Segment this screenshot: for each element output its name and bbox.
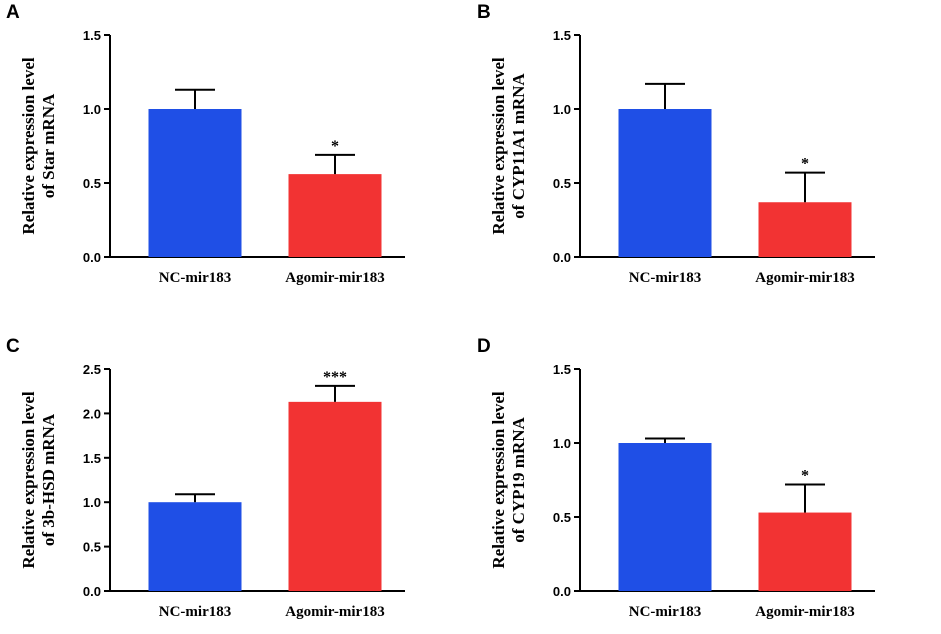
bar-nc-mir183: [148, 109, 242, 257]
y-tick-label: 1.5: [83, 451, 101, 466]
y-axis-title-line2: of CYP19 mRNA: [509, 416, 528, 542]
y-tick-label: 1.5: [553, 28, 571, 43]
y-tick-label: 0.0: [553, 250, 571, 265]
bar-nc-mir183: [148, 502, 242, 591]
panel-label-d: D: [477, 336, 491, 357]
bar-agomir-mir183: [288, 174, 382, 257]
bar-agomir-mir183: [758, 202, 852, 257]
y-tick-label: 0.0: [83, 250, 101, 265]
category-label-nc-mir183: NC-mir183: [629, 604, 701, 620]
significance-agomir-mir183: ***: [323, 369, 347, 386]
panel-label-c: C: [6, 336, 20, 357]
y-tick-label: 0.5: [83, 540, 101, 555]
category-label-agomir-mir183: Agomir-mir183: [285, 270, 384, 286]
chart-b-svg: 0.0 0.5 1.0 1.5 Relative expression level of …: [489, 28, 875, 286]
y-tick-label: 0.0: [83, 584, 101, 599]
y-tick-label: 1.0: [83, 495, 101, 510]
category-label-agomir-mir183: Agomir-mir183: [755, 270, 854, 286]
significance-agomir-mir183: *: [801, 467, 809, 484]
bar-nc-mir183: [618, 443, 712, 591]
chart-panel-a: 0.0 0.5 1.0 1.5 Relative expression level of …: [0, 0, 470, 300]
y-axis-title-line1: Relative expression level: [19, 57, 38, 234]
category-label-agomir-mir183: Agomir-mir183: [755, 604, 854, 620]
category-label-nc-mir183: NC-mir183: [629, 270, 701, 286]
y-tick-label: 1.5: [83, 28, 101, 43]
chart-d-svg: 0.0 0.5 1.0 1.5 Relative expression level of …: [489, 362, 875, 620]
chart-c-svg: 0.0 0.5 1.0 1.5 2.0 2.5 Relative expression le…: [19, 362, 405, 620]
chart-panel-d: 0.0 0.5 1.0 1.5 Relative expression level of …: [470, 334, 940, 634]
y-axis-title-line1: Relative expression level: [489, 391, 508, 568]
bar-agomir-mir183: [288, 401, 382, 591]
y-tick-label: 2.0: [83, 406, 101, 421]
y-tick-label: 0.5: [553, 176, 571, 191]
y-tick-label: 1.0: [553, 102, 571, 117]
chart-panel-c: 0.0 0.5 1.0 1.5 2.0 2.5 Relative expression le…: [0, 334, 470, 634]
y-axis-title-line2: of CYP11A1 mRNA: [509, 73, 528, 219]
y-axis-title-line1: Relative expression level: [19, 391, 38, 568]
y-axis-title-line1: Relative expression level: [489, 57, 508, 234]
panel-label-a: A: [6, 2, 20, 23]
y-tick-label: 2.5: [83, 362, 101, 377]
significance-agomir-mir183: *: [331, 138, 339, 155]
y-tick-label: 0.5: [83, 176, 101, 191]
y-tick-label: 0.5: [553, 510, 571, 525]
y-axis-title-line2: of Star mRNA: [39, 93, 58, 198]
category-label-nc-mir183: NC-mir183: [159, 604, 231, 620]
y-tick-label: 0.0: [553, 584, 571, 599]
y-tick-label: 1.5: [553, 362, 571, 377]
category-label-agomir-mir183: Agomir-mir183: [285, 604, 384, 620]
panel-label-b: B: [477, 2, 491, 23]
significance-agomir-mir183: *: [801, 156, 809, 173]
y-axis-title-line2: of 3b-HSD mRNA: [39, 413, 58, 546]
bar-nc-mir183: [618, 109, 712, 257]
chart-a-svg: 0.0 0.5 1.0 1.5 Relative expression level of …: [19, 28, 405, 286]
bar-agomir-mir183: [758, 512, 852, 591]
y-tick-label: 1.0: [83, 102, 101, 117]
chart-panel-b: 0.0 0.5 1.0 1.5 Relative expression level of …: [470, 0, 940, 300]
y-tick-label: 1.0: [553, 436, 571, 451]
category-label-nc-mir183: NC-mir183: [159, 270, 231, 286]
